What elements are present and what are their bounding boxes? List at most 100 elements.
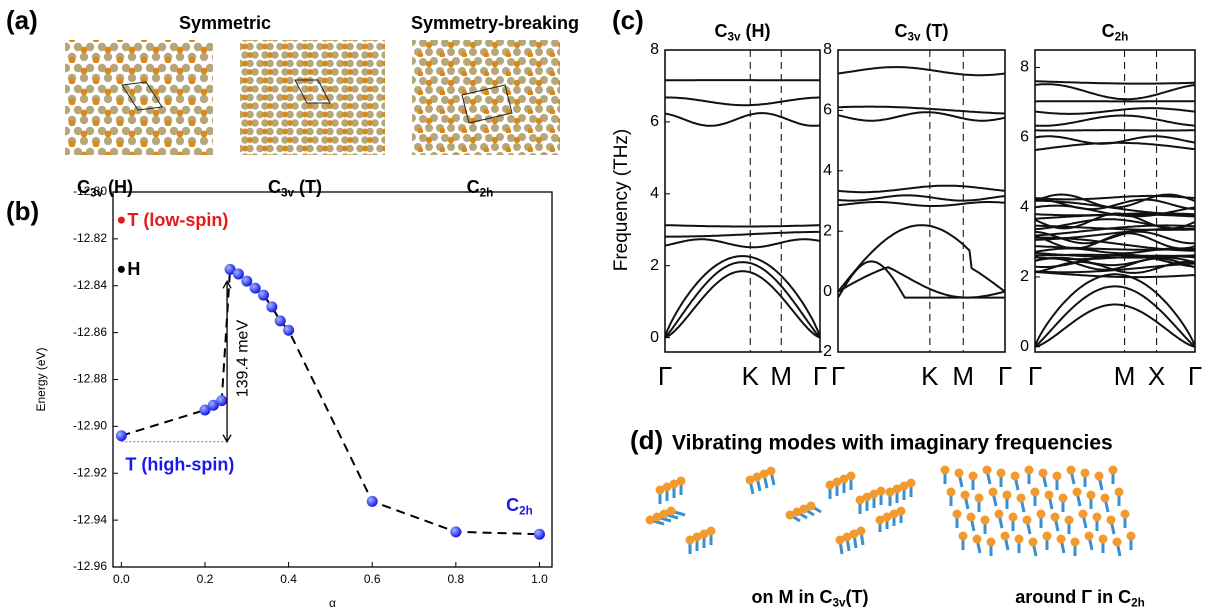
y-tick-label: 2 <box>650 257 659 274</box>
x-tick-label: 0.0 <box>113 572 130 586</box>
atom <box>983 466 992 475</box>
x-tick-label: 0.6 <box>364 572 381 586</box>
data-point <box>450 526 461 537</box>
k-point-label: K <box>742 361 760 391</box>
y-tick-label: 0 <box>650 329 659 346</box>
atom <box>1011 472 1020 481</box>
atom <box>1057 535 1066 544</box>
band-curve <box>838 67 1005 75</box>
atom <box>1107 516 1116 525</box>
caption-sub: 3v <box>832 596 846 609</box>
structure-label: C3v (T) <box>268 177 322 200</box>
gap-label: 139.4 meV <box>234 320 251 398</box>
k-point-label: M <box>1114 361 1136 391</box>
atom <box>1045 491 1054 500</box>
panel-title-suffix: (T) <box>921 21 949 41</box>
k-point-label: Γ <box>1028 361 1042 391</box>
heading: Symmetric <box>179 13 271 33</box>
band-curve <box>1035 136 1195 143</box>
atom <box>1037 510 1046 519</box>
band-curve <box>838 261 1005 297</box>
atom <box>1081 469 1090 478</box>
panel-title-sub: 2h <box>1115 30 1129 43</box>
band-curve <box>838 267 1005 297</box>
band-curve <box>665 113 820 126</box>
band-curves <box>1035 81 1195 347</box>
y-tick-label: 6 <box>823 102 832 119</box>
atom <box>707 527 716 536</box>
atom <box>1127 532 1136 541</box>
lattice-image <box>65 40 213 155</box>
y-tick-label: 2 <box>1020 268 1029 285</box>
band-curve <box>1035 116 1195 126</box>
band-curve <box>838 225 1005 291</box>
band-curve <box>1035 286 1195 346</box>
band-curve <box>1035 143 1195 150</box>
y-tick-label: 8 <box>823 41 832 58</box>
atom <box>1023 516 1032 525</box>
end-label-base: C <box>506 495 519 515</box>
data-point <box>367 496 378 507</box>
data-point <box>258 290 269 301</box>
atom <box>1079 510 1088 519</box>
atom <box>1085 532 1094 541</box>
atom <box>1003 491 1012 500</box>
y-tick-label: 8 <box>1020 59 1029 76</box>
panel-label: (a) <box>6 5 38 35</box>
x-tick-label: 0.4 <box>280 572 297 586</box>
data-point <box>241 276 252 287</box>
atom <box>995 510 1004 519</box>
band-curve <box>838 112 1005 121</box>
atom <box>767 467 776 476</box>
y-tick-label: -12.90 <box>73 419 107 433</box>
band-curve <box>838 195 1005 200</box>
panel-title: C3v (T) <box>895 21 949 44</box>
data-point <box>233 269 244 280</box>
band-curves <box>665 80 820 338</box>
band-curve <box>838 202 1005 206</box>
atom <box>975 494 984 503</box>
atom <box>1009 513 1018 522</box>
k-point-label: Γ <box>1188 361 1202 391</box>
atom <box>1099 535 1108 544</box>
atom <box>1001 532 1010 541</box>
lattice-image <box>240 40 385 155</box>
atom <box>1087 491 1096 500</box>
band-curve <box>1035 130 1195 131</box>
atom <box>847 472 856 481</box>
panel-label: (b) <box>6 196 39 226</box>
panel-title: C2h <box>1102 21 1129 44</box>
y-tick-label: 0 <box>1020 338 1029 355</box>
series-label: H <box>127 259 140 279</box>
y-tick-label: -12.80 <box>73 184 107 198</box>
x-tick-label: 0.8 <box>447 572 464 586</box>
x-axis-label: α <box>329 596 336 610</box>
k-point-label: M <box>952 361 974 391</box>
k-point-label: Γ <box>998 361 1012 391</box>
atom <box>1095 472 1104 481</box>
atom <box>981 516 990 525</box>
atom <box>907 479 916 488</box>
y-tick-label: 2 <box>823 222 832 239</box>
caption-base: on M in C <box>752 587 833 607</box>
atom <box>667 507 676 516</box>
y-tick-label: 0 <box>823 283 832 300</box>
atom <box>973 535 982 544</box>
band-curve <box>1035 84 1195 99</box>
structure-label: C2h <box>467 177 494 200</box>
y-tick-label: -12.86 <box>73 325 107 339</box>
k-point-label: Γ <box>658 361 672 391</box>
atom <box>1051 513 1060 522</box>
series-label: T (high-spin) <box>125 455 234 475</box>
caption: around Γ in C2h <box>1015 587 1144 610</box>
y-tick-label: -12.82 <box>73 231 107 245</box>
y-tick-label: 4 <box>1020 198 1029 215</box>
atom <box>1029 538 1038 547</box>
band-curve <box>1035 81 1195 83</box>
y-tick-label: -12.92 <box>73 465 107 479</box>
panel-title-base: C <box>714 21 727 41</box>
figure: (a) Symmetric Symmetry-breaking (c) (d) … <box>0 0 1221 615</box>
data-point <box>250 283 261 294</box>
band-curves <box>838 67 1005 298</box>
mode-illustration <box>646 466 1136 557</box>
